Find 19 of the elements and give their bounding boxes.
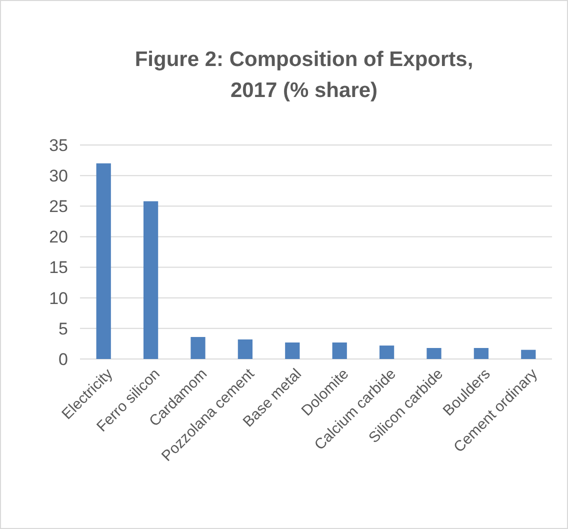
bar bbox=[190, 336, 206, 359]
y-tick-label: 0 bbox=[58, 350, 68, 369]
y-tick-label: 10 bbox=[49, 288, 68, 308]
y-tick-label: 35 bbox=[49, 136, 68, 155]
bar bbox=[238, 339, 253, 359]
y-tick-label: 30 bbox=[49, 166, 68, 186]
chart-title: Figure 2: Composition of Exports, 2017 (% share) bbox=[134, 48, 474, 102]
y-tick-label: 20 bbox=[49, 228, 68, 247]
bar bbox=[143, 201, 158, 359]
y-tick-label: 25 bbox=[49, 197, 68, 216]
bar bbox=[474, 348, 489, 359]
y-tick-label: 15 bbox=[49, 258, 68, 278]
bar bbox=[426, 348, 442, 359]
bar bbox=[379, 346, 394, 359]
bar bbox=[521, 350, 536, 359]
bar bbox=[96, 163, 111, 359]
bar bbox=[332, 342, 347, 359]
y-tick-label: 5 bbox=[58, 319, 68, 338]
bar bbox=[285, 342, 300, 359]
